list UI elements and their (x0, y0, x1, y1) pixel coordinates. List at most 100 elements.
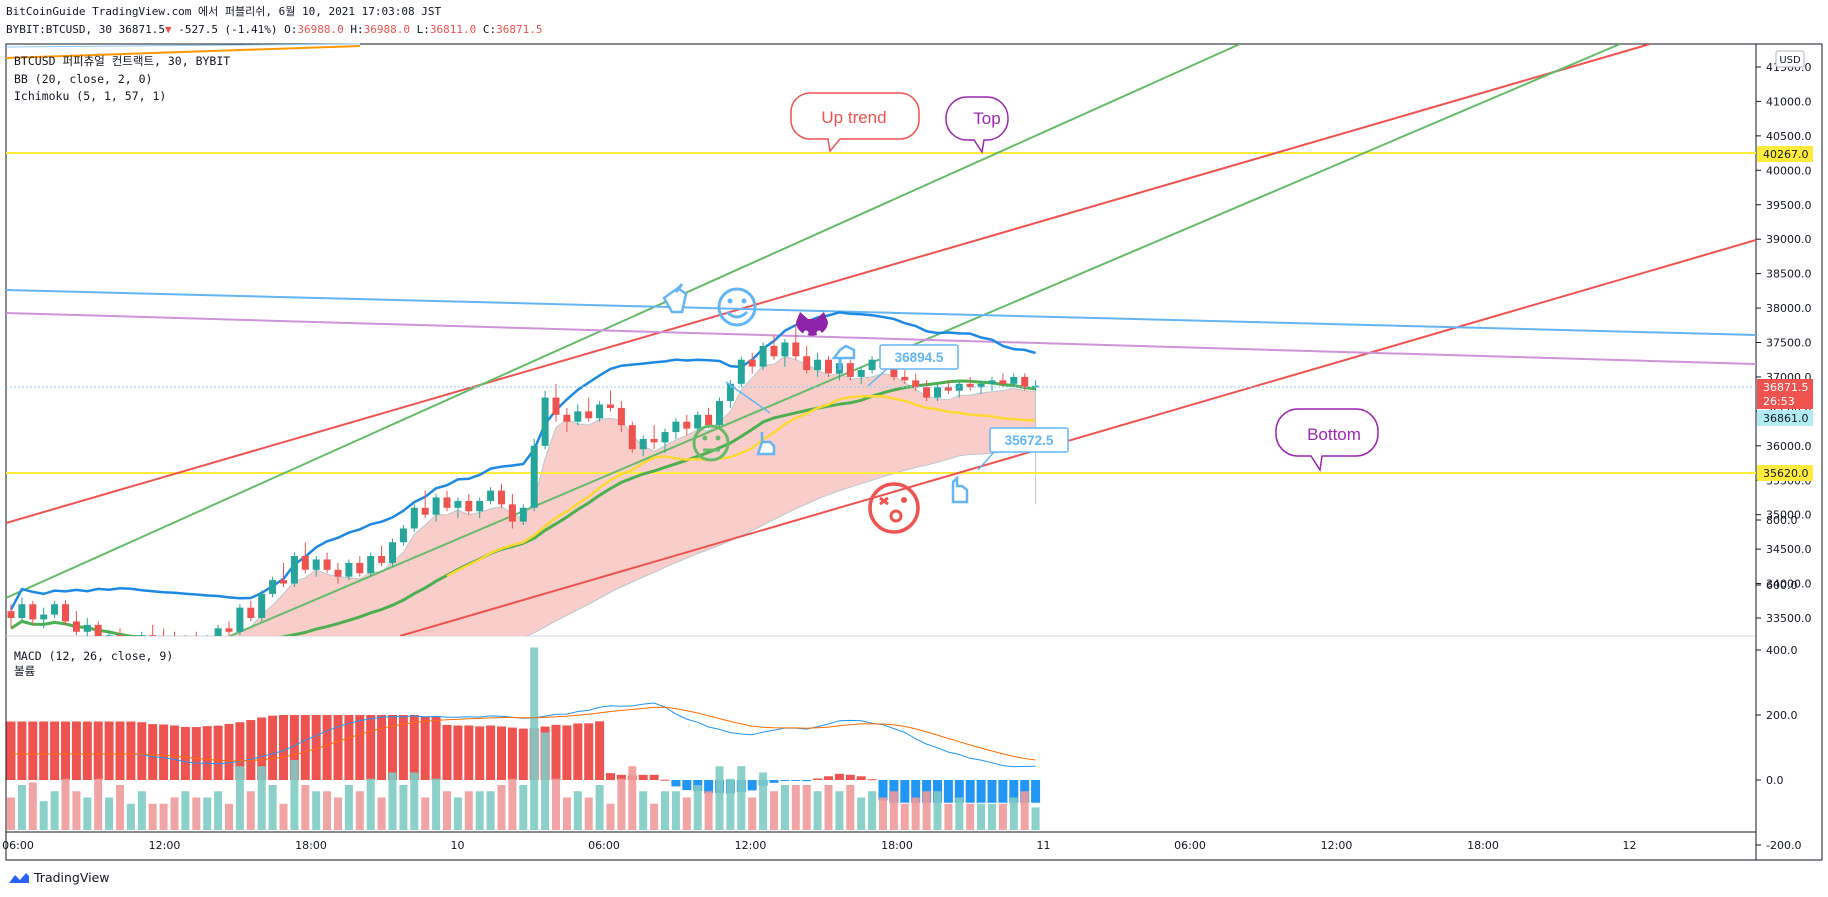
volume-bar-26 (290, 760, 299, 830)
hline-bottom-value: 35620.0 (1763, 467, 1809, 480)
hist-bar-87 (954, 780, 964, 803)
high-value: 36988.0 (363, 23, 411, 36)
hist-bar-75 (824, 776, 833, 780)
price-note-a[interactable]: 36894.5 (867, 344, 959, 387)
candle-69 (759, 342, 767, 371)
hist-bar-79 (867, 779, 877, 781)
hist-bar-70 (769, 780, 779, 783)
volume-bar-24 (268, 785, 277, 830)
hist-bar-44 (486, 725, 496, 780)
hist-bar-22 (246, 720, 256, 780)
candle-58 (639, 435, 647, 457)
price-axis[interactable]: 41500.041000.040500.040000.039500.039000… (1756, 61, 1812, 625)
price-tick-1: 41000.0 (1766, 95, 1812, 108)
volume-bar-57 (628, 766, 637, 830)
top-callout[interactable]: Top (945, 96, 1009, 154)
macd-legend: MACD (12, 26, close, 9) 볼륨 (14, 649, 173, 679)
candle-25 (280, 562, 287, 588)
volume-bar-27 (301, 785, 310, 830)
volume-bar-83 (911, 797, 920, 830)
candle-5 (62, 600, 69, 625)
legend-macd[interactable]: MACD (12, 26, close, 9) (14, 649, 174, 663)
low-label: L: (416, 23, 430, 36)
price-note-b[interactable]: 35672.5 (977, 427, 1069, 471)
hist-bar-10 (115, 721, 125, 780)
hist-bar-46 (507, 727, 517, 780)
up-trend-callout[interactable]: Up trend (790, 92, 920, 153)
candle-33 (367, 552, 375, 577)
time-tick-10: 18:00 (1467, 839, 1499, 852)
candle-92 (1010, 373, 1018, 388)
purple-trend (6, 312, 1756, 365)
hist-bar-13 (148, 724, 158, 780)
legend-bb[interactable]: BB (20, close, 2, 0) (14, 71, 153, 86)
price-tick-7: 38000.0 (1766, 302, 1812, 315)
volume-bar-67 (737, 766, 746, 830)
legend-ichimoku[interactable]: Ichimoku (5, 1, 57, 1) (14, 89, 167, 103)
brand-name: TradingView (34, 870, 110, 885)
hist-bar-53 (584, 723, 594, 780)
hist-bar-15 (170, 725, 179, 780)
candle-89 (977, 380, 985, 395)
pointing-hand-icon-1 (662, 283, 688, 314)
candle-82 (901, 370, 909, 384)
blue-faint-line (5, 43, 361, 48)
hist-bar-77 (845, 774, 855, 780)
time-tick-0: 06:00 (2, 839, 34, 852)
volume-bar-40 (443, 791, 451, 830)
volume-bar-62 (682, 797, 691, 830)
candle-27 (301, 542, 309, 574)
candle-4 (51, 600, 59, 618)
hist-bar-71 (780, 780, 790, 781)
signal-line (11, 706, 1036, 762)
high-label: H: (350, 23, 364, 36)
candle-35 (389, 538, 396, 567)
candle-62 (683, 414, 691, 436)
volume-bar-64 (704, 791, 713, 830)
candle-54 (596, 401, 604, 422)
candle-63 (694, 411, 702, 433)
volume-bar-4 (50, 791, 59, 830)
tradingview-brand[interactable]: TradingView (8, 870, 110, 885)
price-pane[interactable]: Up trend Top Bottom 36894.5 35672.5 (6, 44, 1756, 694)
legend-main-symbol[interactable]: BTCUSD 퍼피츄얼 컨트랙트, 30, BYBIT (14, 54, 231, 68)
volume-bar-81 (889, 791, 898, 830)
volume-bar-54 (595, 785, 604, 830)
candle-52 (574, 404, 582, 426)
candle-7 (83, 618, 91, 636)
volume-bar-65 (715, 766, 724, 830)
volume-bar-38 (421, 797, 430, 830)
hist-bar-27 (300, 715, 310, 780)
volume-bar-13 (148, 803, 157, 830)
candle-84 (923, 380, 931, 402)
volume-bar-66 (726, 778, 735, 830)
candle-86 (944, 380, 952, 395)
bottom-callout[interactable]: Bottom (1275, 408, 1379, 473)
hist-bar-83 (911, 780, 921, 803)
hist-bar-62 (682, 780, 692, 791)
hist-bar-41 (453, 725, 463, 780)
candle-38 (421, 490, 429, 519)
price-note-a-text: 36894.5 (895, 350, 944, 365)
price-tick-2: 40500.0 (1766, 130, 1812, 143)
volume-bar-79 (868, 791, 877, 830)
candle-16 (184, 635, 186, 636)
hist-bar-33 (366, 715, 376, 780)
publish-header: BitCoinGuide TradingView.com 에서 퍼블리쉬, 6월… (6, 5, 442, 18)
volume-bar-72 (791, 785, 800, 830)
ichimoku-cloud (233, 355, 1037, 636)
candle-53 (585, 397, 593, 422)
candle-28 (312, 556, 320, 577)
hist-bar-16 (180, 727, 190, 780)
hist-bar-90 (987, 780, 997, 803)
hist-bar-19 (213, 725, 223, 780)
legend-volume[interactable]: 볼륨 (14, 664, 36, 678)
candle-15 (174, 631, 175, 636)
time-axis: 06:00 12:00 18:00 10 06:00 12:00 18:00 11 06:00 1… (2, 839, 1636, 852)
candle-44 (487, 487, 495, 505)
candle-34 (378, 545, 386, 567)
macd-pane[interactable] (6, 647, 1041, 831)
candle-70 (770, 335, 778, 360)
pointing-hand-icon-2 (831, 344, 856, 370)
